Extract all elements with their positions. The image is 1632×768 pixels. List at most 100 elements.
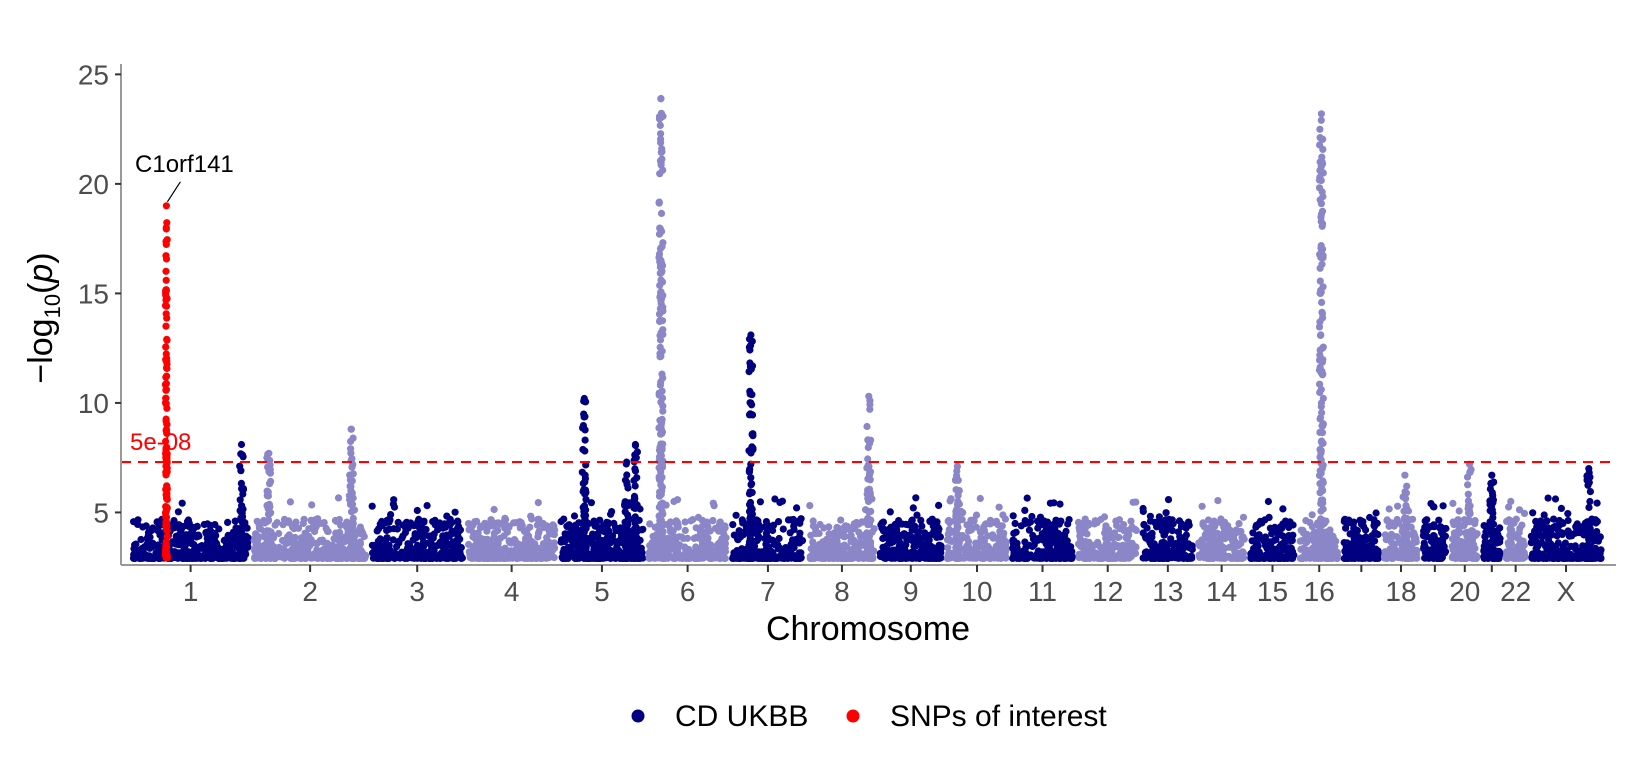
snp-point bbox=[886, 525, 894, 533]
snp-point bbox=[771, 495, 779, 503]
snp-of-interest-point bbox=[162, 373, 170, 381]
snp-point bbox=[665, 537, 673, 545]
snp-point bbox=[443, 531, 451, 539]
snp-point bbox=[1388, 553, 1396, 561]
snp-point bbox=[756, 498, 765, 506]
snp-point bbox=[598, 554, 606, 562]
snp-point bbox=[254, 536, 262, 544]
snp-point bbox=[525, 532, 533, 540]
snp-point bbox=[1455, 507, 1463, 515]
data-points bbox=[129, 94, 1605, 563]
snp-point bbox=[946, 497, 954, 505]
snp-point bbox=[534, 533, 542, 541]
snp-point bbox=[1557, 504, 1565, 512]
snp-of-interest-point bbox=[163, 533, 171, 541]
snp-point bbox=[483, 527, 491, 535]
peak-point bbox=[265, 449, 273, 457]
snp-point bbox=[148, 526, 156, 535]
snp-point bbox=[542, 545, 550, 553]
snp-point bbox=[200, 520, 208, 529]
snp-point bbox=[1054, 529, 1062, 538]
snp-point bbox=[837, 516, 845, 524]
snp-point bbox=[886, 508, 894, 516]
snp-point bbox=[979, 554, 987, 563]
snp-point bbox=[356, 523, 364, 531]
snp-point bbox=[879, 534, 887, 543]
snp-point bbox=[1045, 526, 1053, 534]
snp-point bbox=[198, 552, 206, 561]
snp-point bbox=[179, 522, 187, 531]
snp-point bbox=[291, 533, 299, 542]
snp-point bbox=[130, 518, 138, 526]
snp-point bbox=[1427, 537, 1436, 546]
snp-point bbox=[412, 534, 420, 542]
snp-point bbox=[1115, 516, 1123, 524]
snp-point bbox=[1496, 524, 1504, 532]
snp-point bbox=[299, 519, 307, 528]
snp-point bbox=[922, 535, 930, 543]
snp-point bbox=[670, 554, 678, 563]
snp-point bbox=[374, 542, 382, 551]
snp-point bbox=[980, 537, 989, 545]
snp-point bbox=[1567, 542, 1575, 551]
snp-point bbox=[819, 549, 827, 557]
snp-point bbox=[419, 543, 428, 551]
snp-point bbox=[1042, 536, 1050, 544]
snp-point bbox=[1533, 518, 1541, 526]
snp-point bbox=[1118, 544, 1126, 552]
snp-point bbox=[763, 535, 771, 543]
snp-point bbox=[607, 554, 615, 563]
snp-point bbox=[561, 530, 569, 538]
snp-point bbox=[151, 541, 159, 550]
snp-point bbox=[1544, 524, 1552, 532]
snp-point bbox=[1098, 554, 1106, 563]
snp-point bbox=[255, 522, 263, 530]
snp-point bbox=[1085, 538, 1093, 546]
snp-point bbox=[511, 537, 519, 545]
snp-point bbox=[1195, 551, 1203, 559]
snp-point bbox=[1219, 530, 1227, 538]
snp-point bbox=[1531, 536, 1540, 544]
snp-point bbox=[1235, 520, 1243, 528]
snp-point bbox=[143, 534, 151, 542]
snp-point bbox=[347, 449, 355, 457]
snp-point bbox=[263, 543, 271, 551]
snp-point bbox=[560, 515, 568, 523]
snp-point bbox=[1162, 509, 1170, 517]
snp-point bbox=[558, 553, 566, 561]
snp-point bbox=[1232, 529, 1240, 537]
snp-point bbox=[1132, 498, 1140, 506]
snp-point bbox=[390, 525, 398, 533]
snp-point bbox=[380, 543, 388, 551]
snp-point bbox=[443, 520, 451, 528]
snp-point bbox=[788, 516, 796, 524]
snp-point bbox=[1308, 511, 1316, 519]
snp-point bbox=[156, 554, 164, 562]
snp-point bbox=[912, 542, 920, 550]
snp-point bbox=[1394, 502, 1402, 510]
snp-point bbox=[809, 517, 817, 525]
snp-point bbox=[967, 526, 975, 534]
snp-point bbox=[833, 552, 842, 560]
snp-point bbox=[1199, 519, 1207, 527]
snp-point bbox=[793, 504, 801, 512]
snp-point bbox=[257, 554, 265, 563]
snp-point bbox=[301, 529, 309, 537]
snp-point bbox=[1214, 497, 1222, 505]
snp-point bbox=[316, 536, 324, 545]
snp-point bbox=[712, 554, 720, 562]
snp-point bbox=[390, 503, 399, 511]
snp-point bbox=[349, 514, 357, 523]
snp-point bbox=[391, 554, 399, 563]
snp-point bbox=[531, 540, 539, 548]
snp-point bbox=[1188, 554, 1196, 562]
snp-point bbox=[1254, 542, 1262, 550]
snp-point bbox=[401, 554, 409, 563]
snp-point bbox=[1286, 536, 1294, 544]
snp-point bbox=[990, 518, 999, 527]
snp-point bbox=[356, 530, 365, 538]
snp-point bbox=[1419, 532, 1428, 540]
snp-point bbox=[709, 499, 717, 507]
snp-point bbox=[1079, 529, 1087, 537]
snp-point bbox=[1533, 544, 1541, 552]
